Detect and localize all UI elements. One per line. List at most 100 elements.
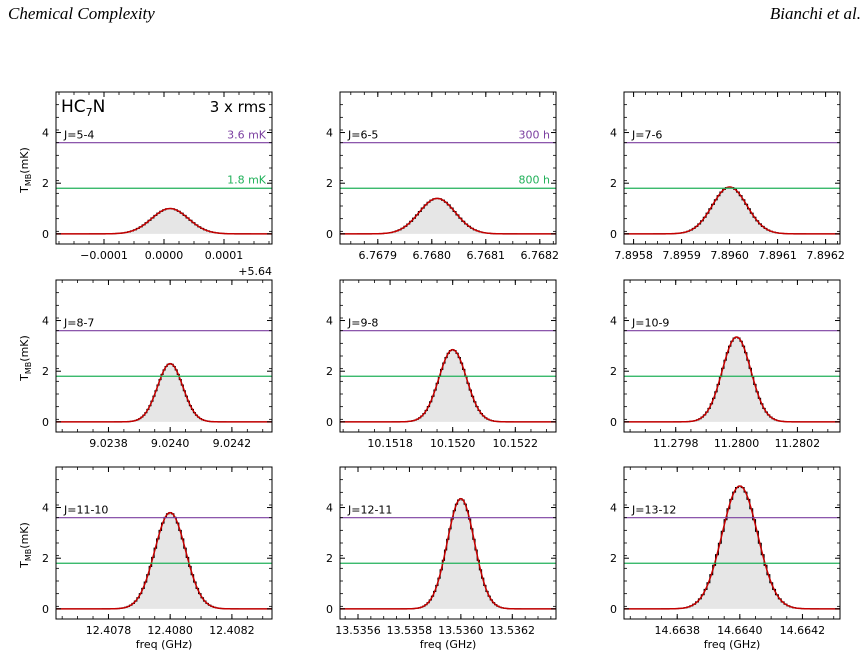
x-offset-label: +5.64 [238,265,272,278]
spectrum-fill [114,363,226,422]
x-tick-label: 10.1522 [493,437,539,450]
gaussian-fit [340,197,556,235]
gaussian-fit [340,348,556,423]
spectrum-fill [89,208,251,234]
x-tick-label: 13.5362 [490,624,536,637]
x-tick-label: 12.4078 [86,624,132,637]
gaussian-fit [56,511,272,610]
x-axis-label: freq (GHz) [704,638,761,651]
y-tick-label: 4 [326,502,333,515]
gaussian-fit [624,186,840,235]
x-tick-label: 9.0240 [151,437,190,450]
y-tick-label: 4 [326,315,333,328]
x-axis-label: freq (GHz) [136,638,193,651]
x-tick-label: 6.7679 [359,249,398,262]
rms-label-green: 800 h [519,173,550,186]
y-tick-label: 4 [42,502,49,515]
y-tick-label: 2 [42,365,49,378]
transition-label: J=7-6 [631,129,662,142]
x-tick-label: 11.2802 [775,437,821,450]
rms-title: 3 x rms [210,98,266,116]
y-tick-label: 0 [42,228,49,241]
transition-label: J=8-7 [63,317,94,330]
y-tick-label: 0 [610,603,617,616]
x-tick-label: 7.8958 [614,249,653,262]
transition-label: J=12-11 [347,504,392,517]
y-tick-label: 4 [326,127,333,140]
x-tick-label: 9.0242 [213,437,252,450]
transition-label: J=11-10 [63,504,108,517]
x-tick-label: 9.0238 [89,437,128,450]
spectrum-fill [392,349,514,422]
x-tick-label: 7.8961 [758,249,797,262]
y-axis-label: TMB(mK) [18,147,33,194]
y-tick-label: 4 [610,315,617,328]
x-tick-label: 12.4080 [147,624,193,637]
y-tick-label: 2 [42,552,49,565]
spectrum-fill [102,512,239,609]
molecule-label: HC7N [61,97,105,119]
y-axis-label: TMB(mK) [18,335,33,382]
y-tick-label: 2 [610,552,617,565]
y-tick-label: 0 [326,416,333,429]
x-tick-label: 10.1518 [367,437,413,450]
y-tick-label: 0 [42,603,49,616]
y-tick-label: 2 [326,365,333,378]
x-tick-label: 14.6638 [654,624,700,637]
x-tick-label: 12.4082 [209,624,255,637]
spectrum-panel: 0 2 4 9.0238 9.0240 9.0242 J=8-7 TMB(mK) [18,279,273,450]
x-tick-label: 7.8959 [662,249,701,262]
x-tick-label: 13.5360 [438,624,484,637]
y-axis-label: TMB(mK) [18,522,33,569]
y-tick-label: 2 [326,177,333,190]
x-tick-label: 10.1520 [430,437,476,450]
spectrum-panel: 0 2 4 12.4078 12.4080 12.4082 J=11-10 TMB(mK) fr… [18,466,273,651]
spectrum-panel: 0 2 4 10.1518 10.1520 10.1522 J=9-8 [326,279,557,450]
x-tick-label: 6.7681 [467,249,506,262]
x-tick-label: 6.7680 [413,249,452,262]
gaussian-fit [624,485,840,610]
x-tick-label: 0.0000 [145,249,184,262]
y-tick-label: 0 [42,416,49,429]
transition-label: J=13-12 [631,504,676,517]
transition-label: J=5-4 [63,129,94,142]
y-tick-label: 0 [610,228,617,241]
x-tick-label: 13.5358 [387,624,433,637]
gaussian-fit [56,362,272,423]
running-header-authors: Bianchi et al. [769,4,861,23]
x-tick-label: 7.8960 [710,249,749,262]
gaussian-fit [340,497,556,610]
spectrum-panel: 300 h 800 h 0 2 4 6.7679 6.7680 6.7681 6.7682 J=6… [326,91,560,262]
spectrum-panel: 0 2 4 7.8958 7.8959 7.8960 7.8961 7.8962 J=7-6 [610,91,845,262]
spectrum-fill [357,198,517,234]
spectrum-panel: 0 2 4 13.5356 13.5358 13.5360 13.5362 J=12-11 fr… [326,466,557,651]
spectrum-panel: 3.6 mK 1.8 mK 0 2 4 −0.0001 0.0000 0.0001 J=5-4 +… [18,91,273,278]
rms-label-green: 1.8 mK [227,173,267,186]
x-tick-label: 7.8962 [806,249,845,262]
transition-label: J=6-5 [347,129,378,142]
gaussian-fit [624,336,840,423]
x-tick-label: 6.7682 [521,249,560,262]
x-tick-label: 13.5356 [335,624,381,637]
rms-label-purple: 300 h [519,129,550,142]
y-tick-label: 2 [326,552,333,565]
y-tick-label: 4 [42,315,49,328]
gaussian-fit [56,207,272,235]
y-tick-label: 4 [610,502,617,515]
x-tick-label: 0.0001 [205,249,244,262]
y-tick-label: 4 [610,127,617,140]
y-tick-label: 2 [610,177,617,190]
y-tick-label: 2 [42,177,49,190]
y-tick-label: 0 [326,603,333,616]
transition-label: J=9-8 [347,317,378,330]
rms-label-purple: 3.6 mK [227,129,267,142]
x-tick-label: 14.6642 [780,624,826,637]
spectrum-fill [653,187,806,234]
x-tick-label: −0.0001 [80,249,128,262]
y-tick-label: 0 [610,416,617,429]
running-header-title: Chemical Complexity [8,4,155,23]
y-tick-label: 4 [42,127,49,140]
x-axis-label: freq (GHz) [420,638,477,651]
y-tick-label: 2 [610,365,617,378]
